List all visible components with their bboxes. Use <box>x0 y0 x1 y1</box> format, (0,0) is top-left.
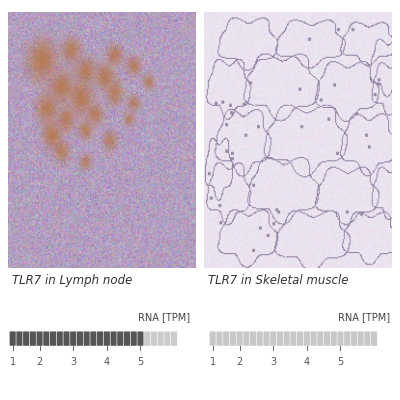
FancyBboxPatch shape <box>110 332 117 346</box>
FancyBboxPatch shape <box>70 332 76 346</box>
FancyBboxPatch shape <box>97 332 103 346</box>
FancyBboxPatch shape <box>351 332 357 346</box>
FancyBboxPatch shape <box>257 332 263 346</box>
FancyBboxPatch shape <box>90 332 96 346</box>
FancyBboxPatch shape <box>57 332 63 346</box>
FancyBboxPatch shape <box>210 332 216 346</box>
FancyBboxPatch shape <box>324 332 330 346</box>
Text: 3: 3 <box>70 357 76 367</box>
Text: RNA [TPM]: RNA [TPM] <box>138 312 190 322</box>
FancyBboxPatch shape <box>264 332 270 346</box>
FancyBboxPatch shape <box>16 332 22 346</box>
FancyBboxPatch shape <box>124 332 130 346</box>
FancyBboxPatch shape <box>171 332 177 346</box>
FancyBboxPatch shape <box>23 332 29 346</box>
FancyBboxPatch shape <box>77 332 83 346</box>
Text: 2: 2 <box>36 357 43 367</box>
FancyBboxPatch shape <box>131 332 137 346</box>
FancyBboxPatch shape <box>304 332 310 346</box>
Text: 4: 4 <box>304 357 310 367</box>
FancyBboxPatch shape <box>277 332 283 346</box>
FancyBboxPatch shape <box>10 332 16 346</box>
FancyBboxPatch shape <box>50 332 56 346</box>
Text: 5: 5 <box>137 357 144 367</box>
FancyBboxPatch shape <box>30 332 36 346</box>
Text: RNA [TPM]: RNA [TPM] <box>338 312 390 322</box>
FancyBboxPatch shape <box>158 332 164 346</box>
Text: TLR7 in Skeletal muscle: TLR7 in Skeletal muscle <box>208 274 348 287</box>
FancyBboxPatch shape <box>270 332 276 346</box>
FancyBboxPatch shape <box>358 332 364 346</box>
FancyBboxPatch shape <box>236 332 243 346</box>
FancyBboxPatch shape <box>371 332 377 346</box>
FancyBboxPatch shape <box>36 332 43 346</box>
FancyBboxPatch shape <box>364 332 370 346</box>
Text: 2: 2 <box>236 357 243 367</box>
FancyBboxPatch shape <box>284 332 290 346</box>
FancyBboxPatch shape <box>297 332 303 346</box>
FancyBboxPatch shape <box>64 332 70 346</box>
FancyBboxPatch shape <box>151 332 157 346</box>
FancyBboxPatch shape <box>216 332 222 346</box>
Text: 5: 5 <box>337 357 344 367</box>
FancyBboxPatch shape <box>243 332 249 346</box>
Text: 4: 4 <box>104 357 110 367</box>
Text: 3: 3 <box>270 357 276 367</box>
FancyBboxPatch shape <box>317 332 323 346</box>
FancyBboxPatch shape <box>84 332 90 346</box>
FancyBboxPatch shape <box>137 332 144 346</box>
FancyBboxPatch shape <box>104 332 110 346</box>
FancyBboxPatch shape <box>337 332 344 346</box>
FancyBboxPatch shape <box>144 332 150 346</box>
FancyBboxPatch shape <box>344 332 350 346</box>
FancyBboxPatch shape <box>331 332 337 346</box>
FancyBboxPatch shape <box>117 332 123 346</box>
FancyBboxPatch shape <box>310 332 317 346</box>
FancyBboxPatch shape <box>43 332 49 346</box>
Text: 1: 1 <box>10 357 16 367</box>
FancyBboxPatch shape <box>230 332 236 346</box>
FancyBboxPatch shape <box>290 332 296 346</box>
FancyBboxPatch shape <box>164 332 170 346</box>
FancyBboxPatch shape <box>250 332 256 346</box>
FancyBboxPatch shape <box>223 332 229 346</box>
Text: 1: 1 <box>210 357 216 367</box>
Text: TLR7 in Lymph node: TLR7 in Lymph node <box>12 274 132 287</box>
